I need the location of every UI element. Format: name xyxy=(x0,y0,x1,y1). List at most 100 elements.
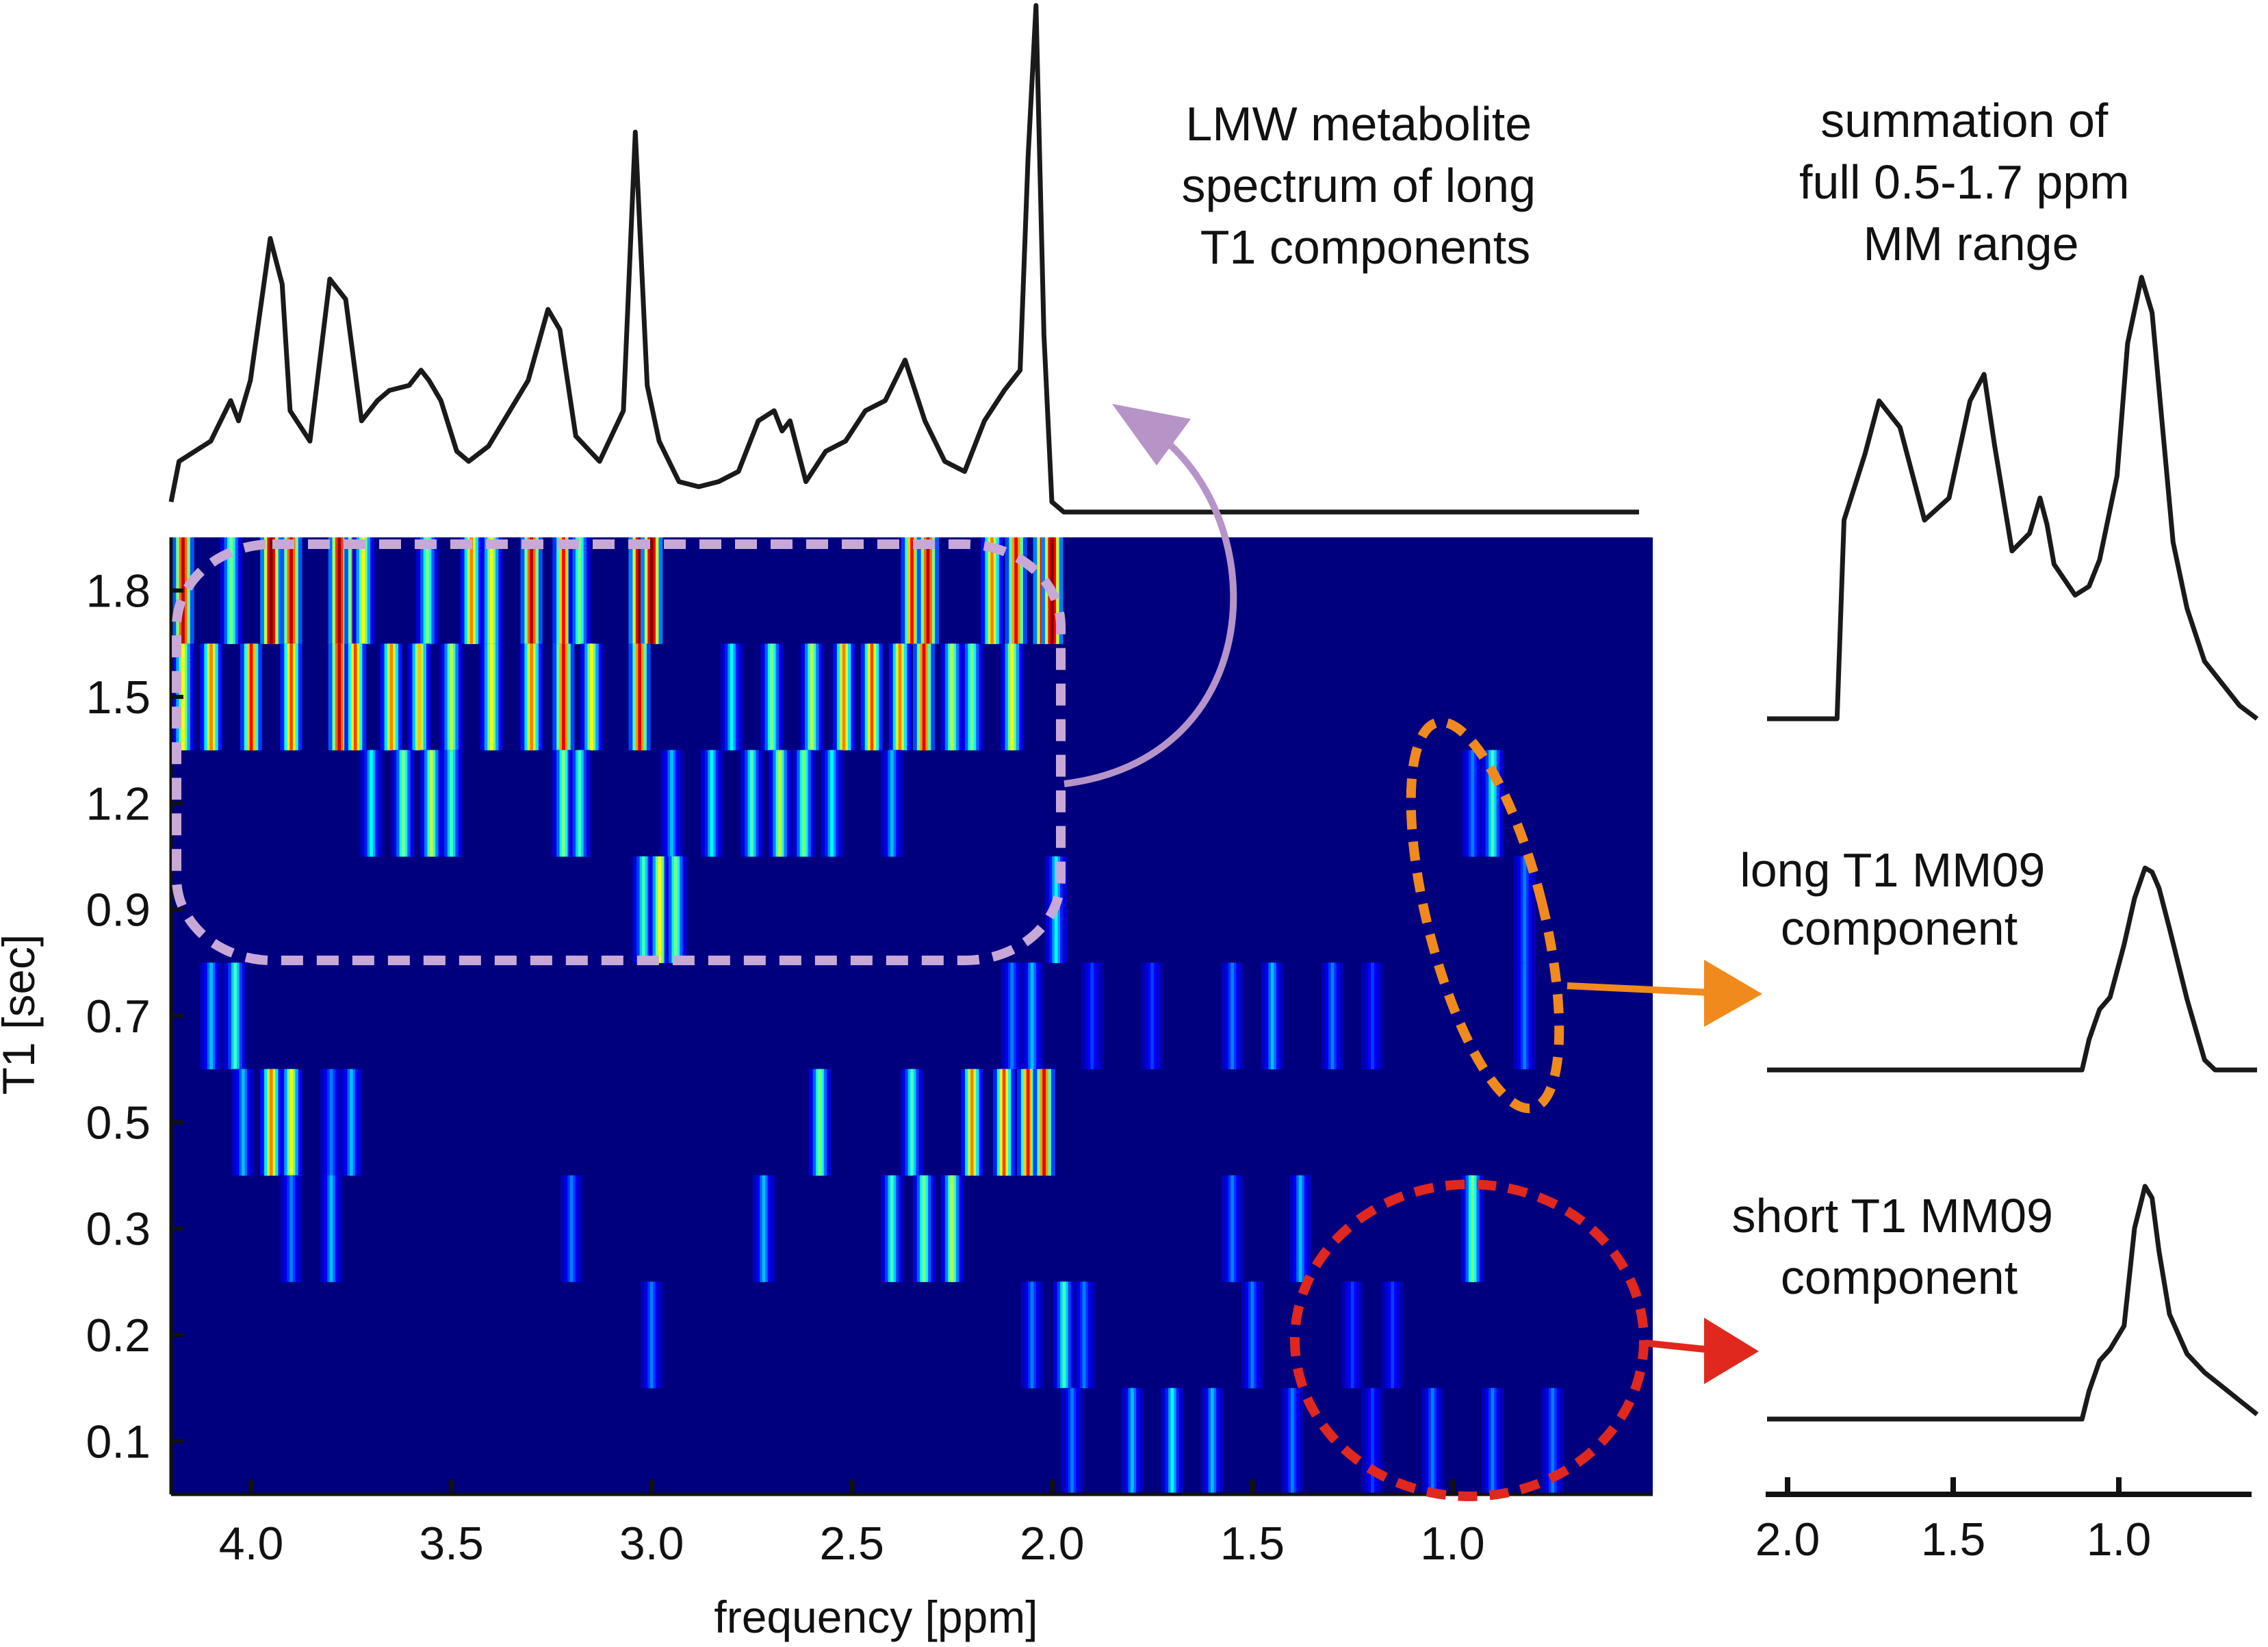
lmw-arrow-head xyxy=(1112,404,1191,465)
heatmap-band-row9-peak1-core3 xyxy=(1070,1388,1074,1494)
heatmap-band-row6-peak2-core3 xyxy=(269,1069,273,1176)
heatmap-band-row2-peak2-core3 xyxy=(209,643,213,751)
heatmap-band-row2-peak5-core3 xyxy=(337,643,342,751)
heatmap-band-row6-peak4-core3 xyxy=(329,1069,333,1176)
heatmap-band-row1-peak16-core3 xyxy=(910,537,914,644)
heatmap-band-row2-peak12-core3 xyxy=(562,643,565,751)
heatmap-band-row7-peak2-core3 xyxy=(329,1175,333,1282)
inset-x-tick-label: 1.5 xyxy=(1921,1514,1986,1566)
heatmap-band-row9-peak9-core3 xyxy=(1551,1388,1555,1494)
heatmap-x-tick-label: 3.0 xyxy=(619,1518,684,1570)
heatmap-band-row2-peak20-core3 xyxy=(898,643,902,751)
heatmap-band-row3-peak14-core3 xyxy=(1471,750,1474,857)
heatmap-band-row1-peak2-core3 xyxy=(229,537,233,644)
heatmap-band-row5-peak6-core3 xyxy=(1150,962,1154,1070)
heatmap-band-row5-peak8-core3 xyxy=(1270,962,1274,1070)
heatmap-band-row2-peak19-core3 xyxy=(870,643,874,751)
heatmap-band-row5-peak2-core3 xyxy=(233,962,237,1070)
heatmap-band-row8-peak3-core3 xyxy=(1062,1281,1066,1389)
short-t1-dashed-ellipse xyxy=(1290,1179,1649,1501)
heatmap-band-row2-peak15-core3 xyxy=(730,643,734,751)
summation-trace xyxy=(1767,274,2259,722)
long-t1-dashed-ellipse xyxy=(1406,717,1564,1114)
heatmap-band-row9-peak4-core3 xyxy=(1211,1388,1214,1494)
lmw-region-dashed-box xyxy=(172,539,1066,965)
heatmap-band-row3-peak3-core3 xyxy=(430,750,433,857)
heatmap-band-row2-peak16-core3 xyxy=(770,643,774,751)
heatmap-band-row6-peak3-core3 xyxy=(289,1069,293,1176)
heatmap-band-row1-peak9-core3 xyxy=(469,537,474,644)
heatmap-band-row7-peak6-core3 xyxy=(922,1175,926,1282)
heatmap-band-row9-peak3-core3 xyxy=(1170,1388,1174,1494)
heatmap-band-row2-peak23-core3 xyxy=(970,643,974,751)
heatmap-band-row1-peak10-core3 xyxy=(489,537,493,644)
heatmap-band-row3-peak11-core3 xyxy=(802,750,806,857)
heatmap-band-row2-peak24-core3 xyxy=(1010,643,1014,751)
lmw-spectrum-plot xyxy=(168,3,1639,515)
heatmap-band-row9-peak6-core3 xyxy=(1371,1388,1374,1494)
heatmap-band-row1-peak3-core3 xyxy=(269,537,273,644)
heatmap-band-row8-peak4-core3 xyxy=(1082,1281,1086,1389)
heatmap-band-row7-peak7-core3 xyxy=(950,1175,954,1282)
short-t1-trace xyxy=(1767,1184,2259,1422)
heatmap-band-row8-peak2-core3 xyxy=(1030,1281,1034,1389)
heatmap-band-row3-peak2-core3 xyxy=(402,750,405,857)
heatmap-band-row1-peak11-core3 xyxy=(530,537,533,644)
heatmap-y-tick-label: 1.8 xyxy=(86,565,151,617)
heatmap-band-row6-peak1-core3 xyxy=(242,1069,245,1176)
heatmap-band-row2-peak8-core3 xyxy=(417,643,422,751)
heatmap-x-tick-label: 1.0 xyxy=(1420,1518,1485,1570)
lmw-title-line-3: T1 components xyxy=(1200,220,1530,274)
heatmap-band-row2-peak7-core3 xyxy=(389,643,394,751)
heatmap-band-row1-peak5-core3 xyxy=(337,537,342,644)
heatmap-band-row2-peak14-core3 xyxy=(638,643,641,751)
heatmap-band-row8-peak7-core3 xyxy=(1391,1281,1394,1389)
long-t1-component-plot xyxy=(1767,865,2257,1073)
heatmap-band-row8-peak6-core3 xyxy=(1350,1281,1354,1389)
heatmap-band-row5-peak3-core3 xyxy=(1010,962,1014,1070)
heatmap-band-row7-peak4-core3 xyxy=(762,1175,766,1282)
heatmap-y-tick-label: 0.7 xyxy=(86,991,151,1043)
heatmap-band-row9-peak5-core3 xyxy=(1291,1388,1294,1494)
heatmap-band-row6-peak9-core3 xyxy=(1002,1069,1006,1176)
heatmap-band-row7-peak5-core3 xyxy=(890,1175,894,1282)
heatmap-band-row3-peak12-core3 xyxy=(830,750,834,857)
heatmap-y-tick-label: 0.3 xyxy=(86,1203,151,1255)
heatmap-y-tick-label: 0.2 xyxy=(86,1310,151,1362)
heatmap-band-row2-peak21-core3 xyxy=(922,643,926,751)
heatmap-band-row2-peak13-core3 xyxy=(590,643,593,751)
heatmap-band-row2-peak10-core3 xyxy=(489,643,493,751)
heatmap-band-row2-peak18-core3 xyxy=(842,643,846,751)
heatmap-band-row3-peak8-core3 xyxy=(710,750,714,857)
heatmap-x-label: frequency [ppm] xyxy=(714,1592,1038,1642)
heatmap-band-row6-peak8-core3 xyxy=(970,1069,974,1176)
heatmap-y-label: T1 [sec] xyxy=(0,934,44,1095)
heatmap-band-row5-peak5-core3 xyxy=(1090,962,1094,1070)
summation-spectrum-plot xyxy=(1767,274,2259,722)
heatmap-band-row9-peak8-core3 xyxy=(1491,1388,1495,1494)
heatmap-band-row2-peak17-core3 xyxy=(810,643,814,751)
heatmap-band-row6-peak11-core3 xyxy=(1042,1069,1046,1176)
short-title-line-2: component xyxy=(1781,1251,2018,1304)
heatmap-band-row5-peak10-core3 xyxy=(1371,962,1374,1070)
heatmap-band-row1-peak18-core3 xyxy=(990,537,994,644)
heatmap-band-row1-peak12-core3 xyxy=(562,537,565,644)
heatmap-band-row1-peak7-core3 xyxy=(361,537,365,644)
heatmap-band-row2-peak9-core3 xyxy=(450,643,453,751)
heatmap-band-row4-peak2-core3 xyxy=(658,856,662,963)
heatmap-band-row1-peak8-core3 xyxy=(426,537,429,644)
heatmap-band-row5-peak4-core3 xyxy=(1030,962,1034,1070)
heatmap-band-row9-peak2-core3 xyxy=(1131,1388,1134,1494)
heatmap-band-row1-peak17-core3 xyxy=(926,537,930,644)
heatmap-band-row5-peak7-core3 xyxy=(1230,962,1234,1070)
lmw-to-spectrum-arrow xyxy=(1064,442,1237,787)
heatmap-band-row3-peak13-core3 xyxy=(890,750,894,857)
heatmap-band-row5-peak9-core3 xyxy=(1330,962,1335,1070)
heatmap-band-row2-peak11-core3 xyxy=(530,643,533,751)
long-t1-arrow-head xyxy=(1704,960,1762,1027)
heatmap-band-row1-peak4-core3 xyxy=(289,537,293,644)
short-t1-arrow-head xyxy=(1704,1318,1759,1384)
heatmap-band-row8-peak1-core3 xyxy=(649,1281,654,1389)
long-t1-arrow-line xyxy=(1567,982,1712,996)
heatmap-band-row3-peak10-core3 xyxy=(778,750,782,857)
